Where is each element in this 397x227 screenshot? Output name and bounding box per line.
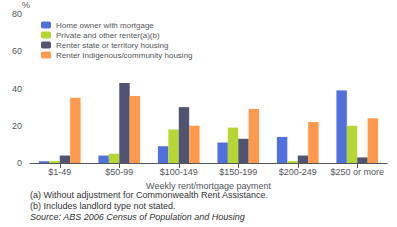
svg-text:Source: ABS 2006 Census of Pop: Source: ABS 2006 Census of Population an… — [30, 212, 245, 222]
svg-text:%: % — [22, 0, 30, 10]
svg-text:Private and other renter(a)(b): Private and other renter(a)(b) — [56, 31, 160, 40]
svg-text:20: 20 — [12, 121, 22, 131]
svg-text:Home owner with mortgage: Home owner with mortgage — [56, 21, 154, 30]
svg-text:$150-199: $150-199 — [219, 167, 257, 177]
svg-text:0: 0 — [17, 158, 22, 168]
svg-text:Weekly rent/mortgage payment: Weekly rent/mortgage payment — [146, 181, 271, 191]
svg-text:40: 40 — [12, 84, 22, 94]
svg-text:(b) Includes landlord type not: (b) Includes landlord type not stated. — [30, 201, 176, 211]
svg-text:$100-149: $100-149 — [160, 167, 198, 177]
svg-text:Renter state or territory hous: Renter state or territory housing — [56, 41, 169, 50]
svg-text:$50-99: $50-99 — [105, 167, 133, 177]
svg-text:$1-49: $1-49 — [48, 167, 71, 177]
svg-text:(a) Without adjustment for Com: (a) Without adjustment for Commonwealth … — [30, 190, 268, 200]
svg-text:$200-249: $200-249 — [279, 167, 317, 177]
svg-text:60: 60 — [12, 46, 22, 56]
svg-text:Renter Indigenous/community ho: Renter Indigenous/community housing — [56, 51, 193, 60]
svg-text:$250 or more: $250 or more — [330, 167, 384, 177]
svg-text:80: 80 — [12, 9, 22, 19]
